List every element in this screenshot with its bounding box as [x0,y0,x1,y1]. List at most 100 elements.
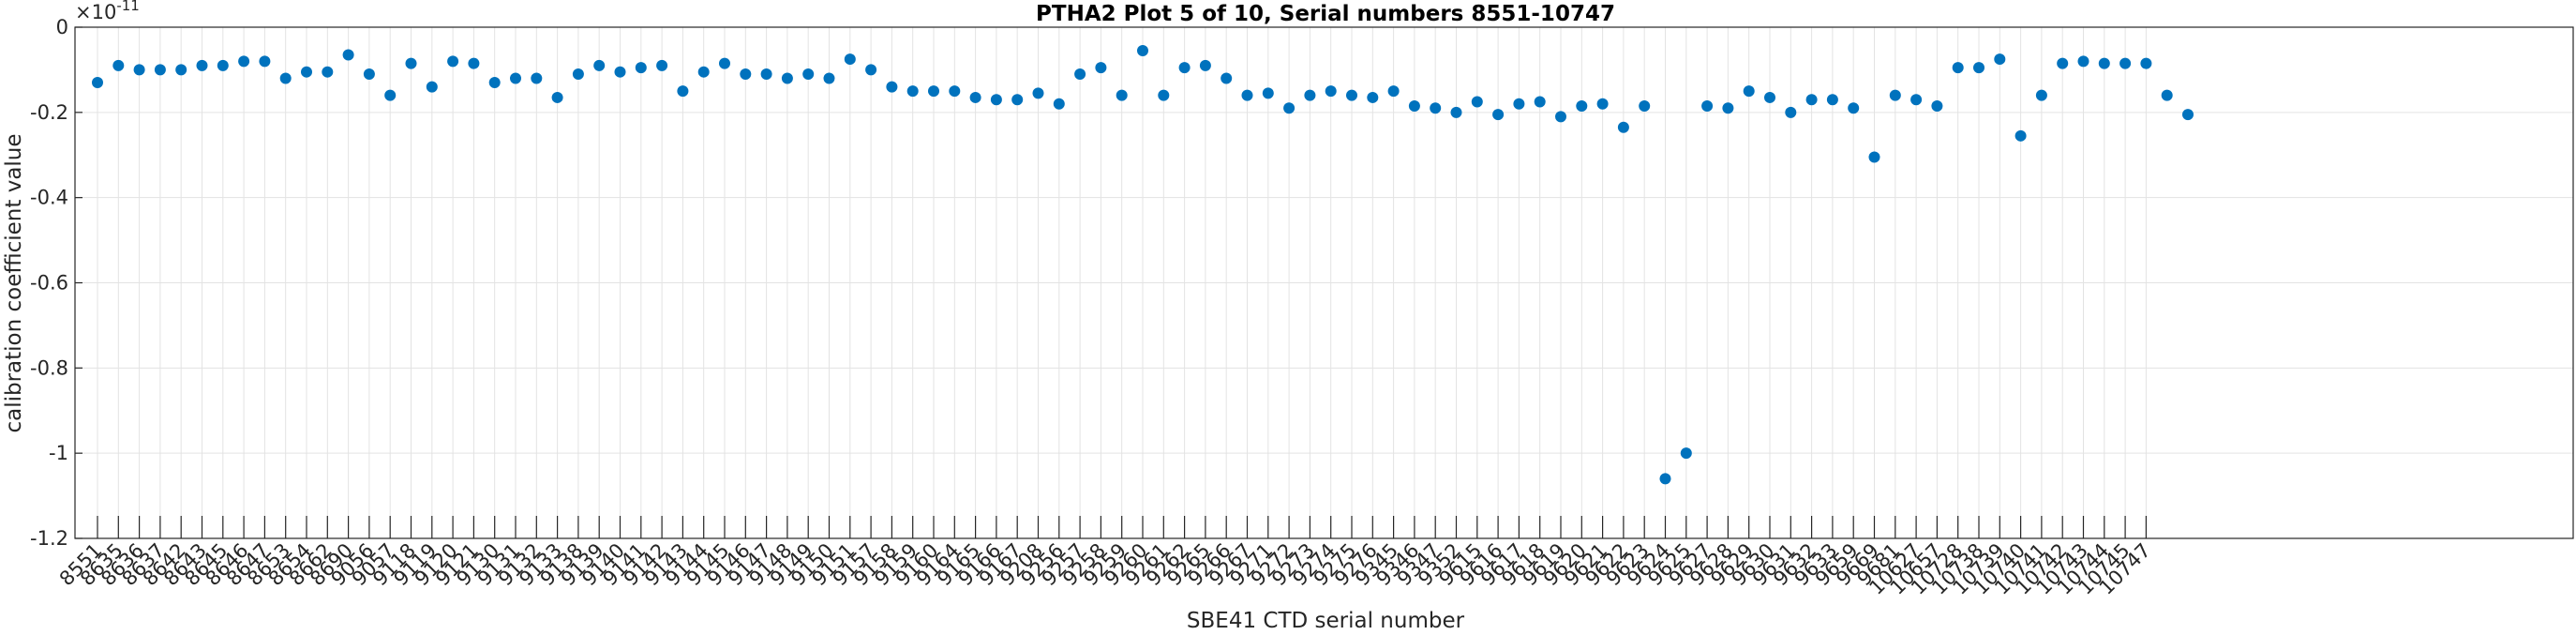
data-point [1430,102,1442,114]
data-point [760,68,772,80]
data-point [488,77,501,89]
data-point [635,62,647,74]
data-point [1262,87,1274,99]
data-point [551,91,563,103]
data-point [279,72,292,84]
y-tick-label: -0.6 [30,272,68,295]
data-point [1868,151,1880,163]
data-point [468,57,480,69]
data-points [92,44,2194,485]
data-point [2119,57,2132,69]
data-point [1158,89,1170,101]
data-point [92,77,103,89]
data-point [697,66,710,78]
data-point [510,72,521,84]
data-point [1408,100,1420,113]
data-point [2035,89,2047,101]
data-point [1889,89,1901,101]
data-point [426,81,438,93]
data-point [384,89,397,101]
x-axis-label: SBE41 CTD serial number [1187,609,1465,633]
data-point [1701,100,1714,113]
data-point [1805,94,1818,106]
data-point [572,68,584,80]
data-point [133,64,145,76]
data-point [886,81,898,93]
data-point [1221,72,1233,84]
data-point [969,91,981,103]
data-point [1492,109,1505,121]
data-point [1116,89,1128,101]
data-point [1053,98,1065,110]
data-point [1973,62,1984,74]
data-point [196,59,208,71]
data-point [1596,98,1609,110]
data-point [2077,55,2089,68]
data-point [1178,62,1191,74]
data-point [1910,94,1923,106]
data-point [1513,98,1525,110]
data-point [259,55,271,68]
y-tick-label: -0.8 [30,356,68,379]
data-point [1011,94,1024,106]
data-point [802,68,815,80]
data-point [2057,57,2069,69]
y-exponent-power: -11 [116,0,140,14]
data-point [865,64,877,76]
data-point [990,94,1002,106]
y-tick-label: -1 [49,442,68,464]
y-tick-label: -1.2 [30,527,68,550]
grid [75,26,2573,539]
data-point [1304,89,1316,101]
data-point [405,57,417,69]
data-point [1534,96,1546,108]
data-point [1639,100,1651,113]
data-point [1095,62,1107,74]
data-point [1387,85,1400,98]
y-tick-label: 0 [56,16,68,38]
data-point [2014,129,2027,142]
y-exponent-label: ×10-11 [75,0,140,23]
data-point [322,66,334,78]
data-point [2098,57,2110,69]
data-point [342,49,354,61]
data-point [363,68,375,80]
data-point [719,57,730,69]
data-point [175,64,187,76]
data-point [949,85,961,98]
data-point [1074,68,1086,80]
data-point [1576,100,1588,113]
y-axis-label: calibration coefficient value [2,133,26,432]
data-point [1743,85,1755,98]
data-point [1764,91,1775,103]
y-tick-label: -0.4 [30,187,68,209]
data-point [1994,53,2006,66]
data-point [1283,102,1295,114]
data-point [1659,473,1671,485]
data-point [1199,59,1211,71]
data-point [2182,109,2194,121]
data-point [823,72,835,84]
data-point [1346,89,1357,101]
data-point [1785,106,1797,118]
data-point [1931,100,1943,113]
data-point [614,66,626,78]
data-point [677,85,689,98]
data-point [1137,44,1148,56]
data-point [1367,91,1379,103]
data-point [1722,102,1734,114]
data-point [1032,87,1044,99]
data-point [1471,96,1483,108]
data-point [1555,111,1566,123]
data-point [2161,89,2173,101]
data-point [1450,106,1462,118]
data-point [593,59,606,71]
data-point [906,85,919,98]
data-point [740,68,752,80]
data-point [1617,121,1629,133]
data-point [1952,62,1964,74]
data-point [301,66,312,78]
data-point [1241,89,1253,101]
data-point [531,72,543,84]
